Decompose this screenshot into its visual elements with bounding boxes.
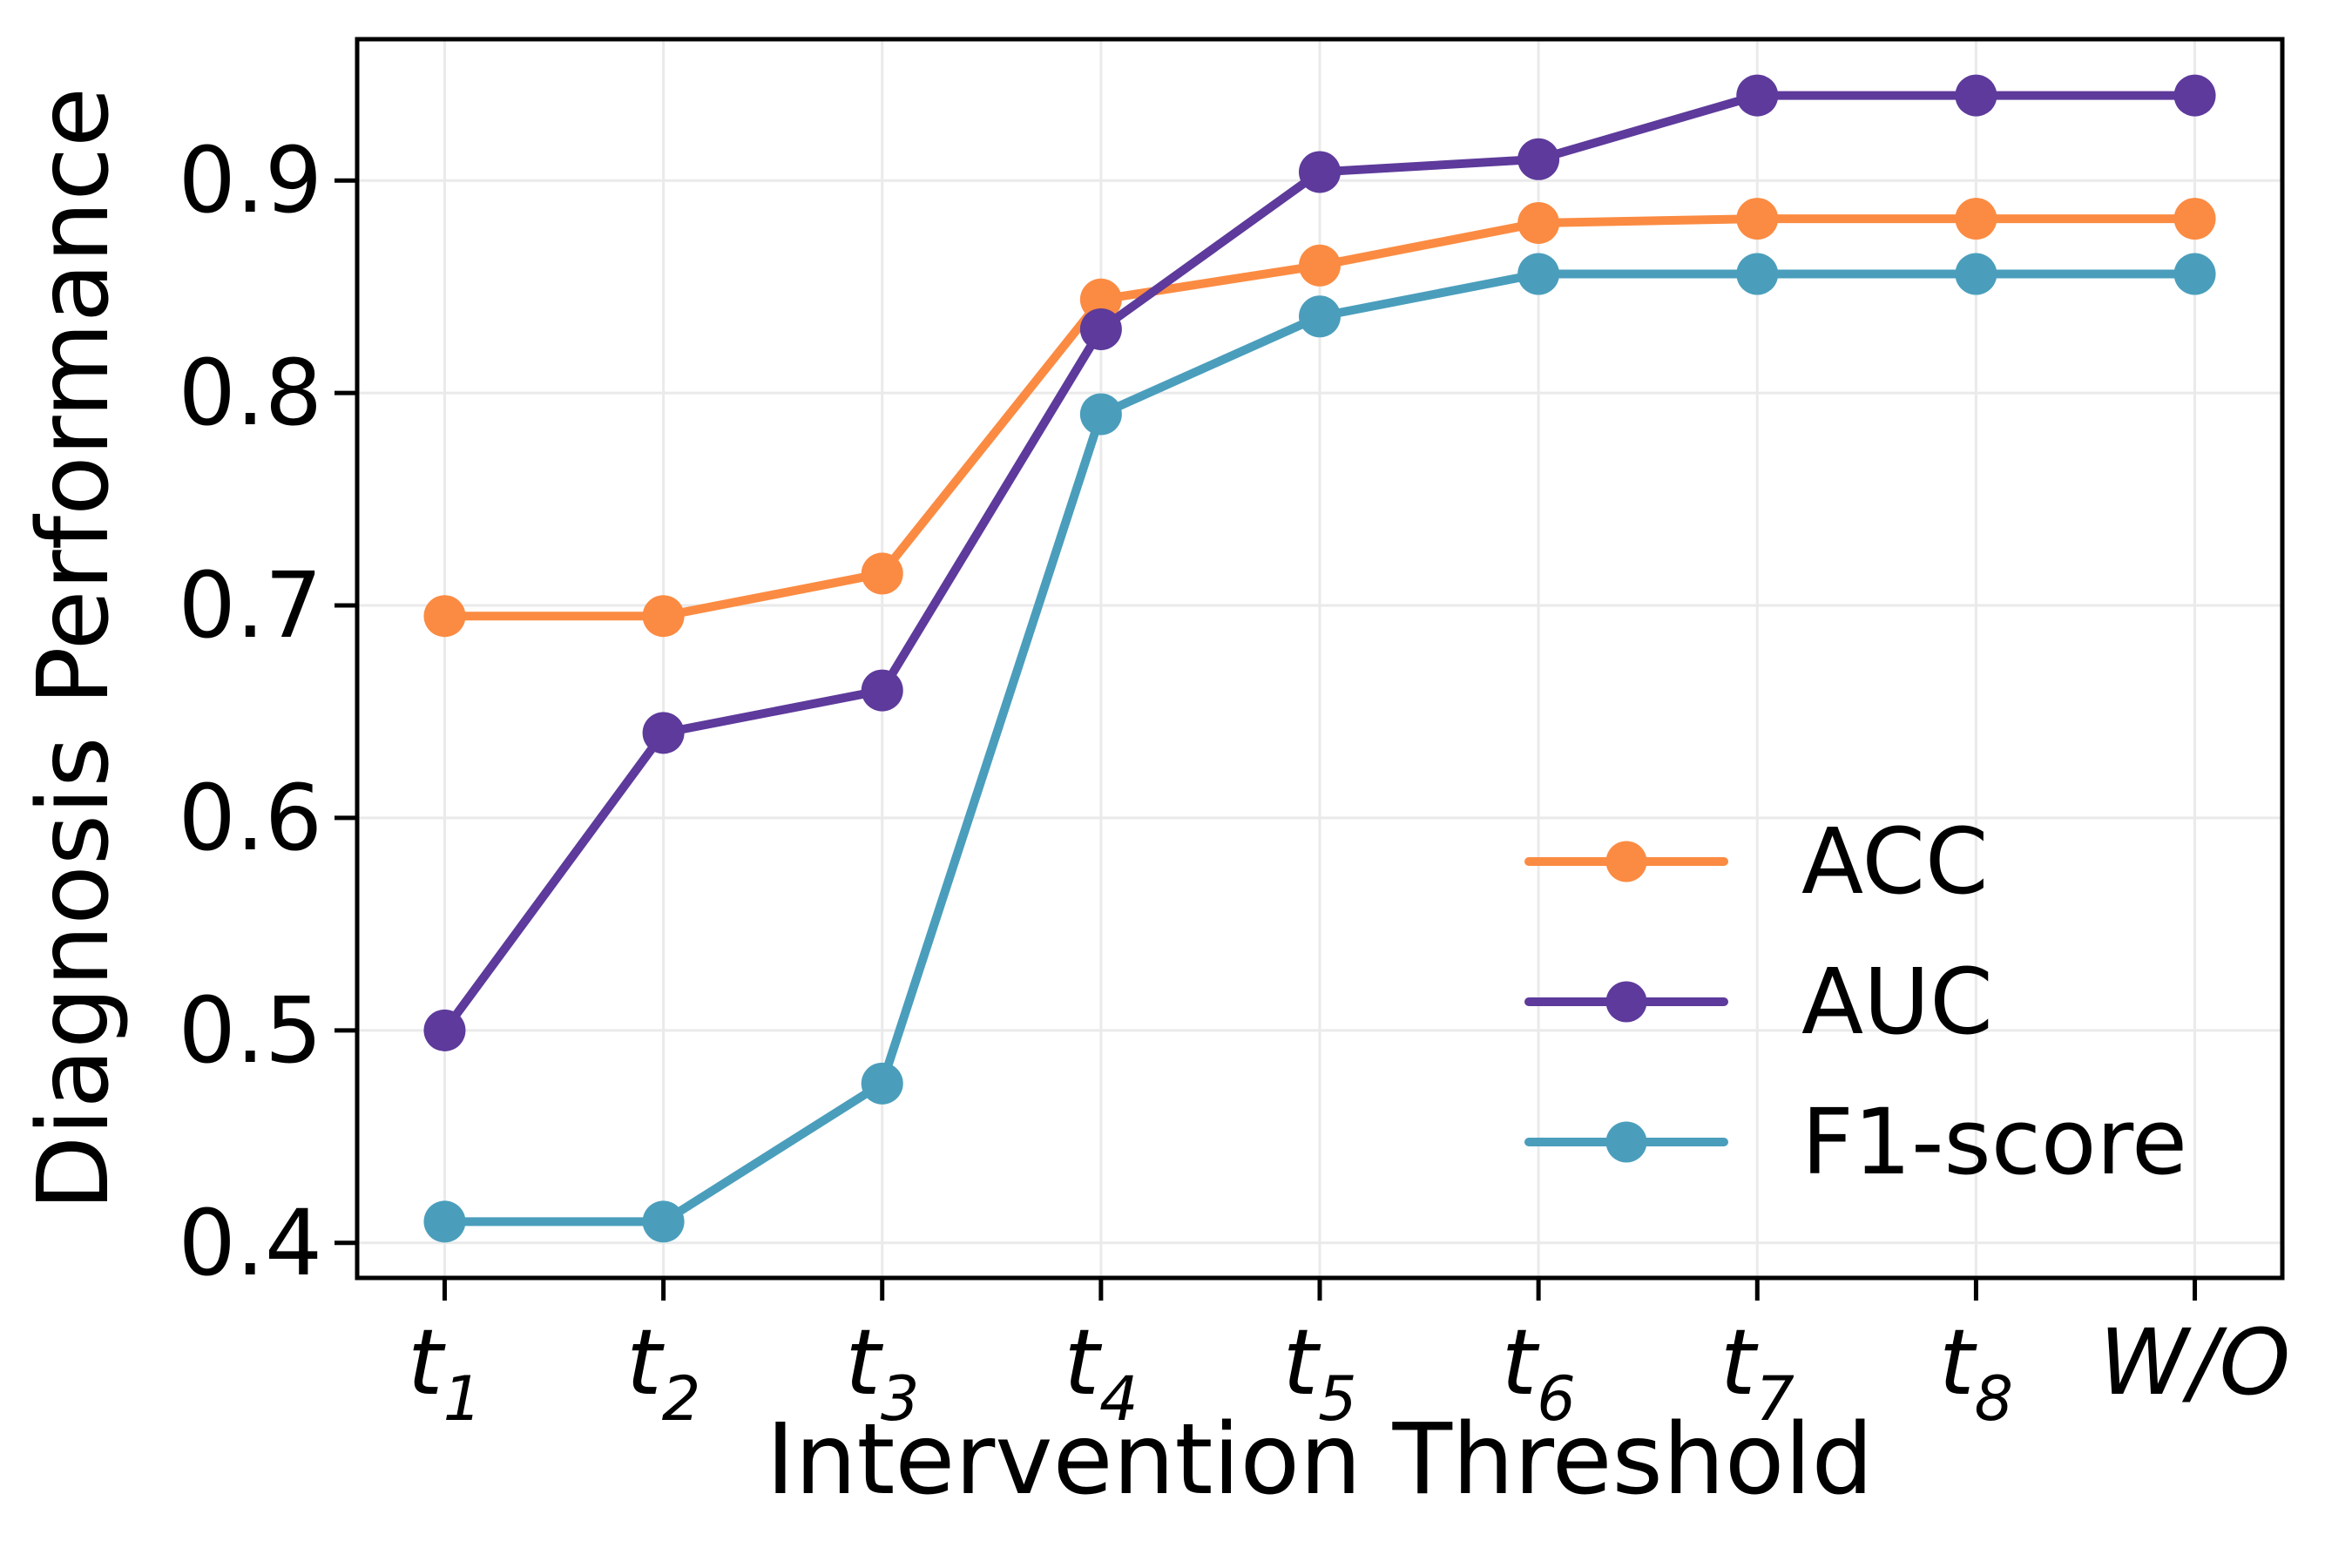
legend-entry-acc: ACC [1524,791,2187,931]
data-point-AUC-7 [1955,74,1997,117]
legend-entry-auc: AUC [1524,931,2187,1071]
data-point-F1-score-1 [642,1200,685,1243]
data-point-AUC-4 [1299,151,1341,193]
x-axis-label: Intervention Threshold [766,1403,1874,1517]
y-tick-label-0.8: 0.8 [179,340,322,446]
legend: ACC AUC F1-score [1524,791,2187,1212]
data-point-ACC-0 [423,595,466,638]
legend-line-sample-f1-score [1524,1121,1728,1162]
data-point-ACC-6 [1736,198,1779,240]
data-point-F1-score-3 [1079,393,1122,436]
data-point-AUC-8 [2173,74,2216,117]
data-point-F1-score-7 [1955,253,1997,295]
legend-label-acc: ACC [1801,808,1989,915]
data-point-AUC-5 [1517,138,1560,180]
data-point-AUC-6 [1736,74,1779,117]
y-tick-label-0.4: 0.4 [179,1190,322,1296]
legend-line-sample-auc [1524,981,1728,1022]
data-point-F1-score-6 [1736,253,1779,295]
x-tick-label-8: W/O [2099,1309,2291,1416]
data-point-AUC-1 [642,712,685,754]
legend-marker-acc [1605,841,1647,882]
data-point-ACC-8 [2173,198,2216,240]
data-point-ACC-1 [642,595,685,638]
data-point-F1-score-4 [1299,295,1341,338]
x-tick-label-1: t2 [626,1309,700,1435]
data-point-ACC-3 [1079,278,1122,321]
data-point-F1-score-0 [423,1200,466,1243]
y-tick-label-0.5: 0.5 [179,977,322,1084]
legend-label-f1-score: F1-score [1801,1088,2187,1195]
y-tick-label-0.6: 0.6 [179,765,322,871]
data-point-AUC-2 [861,669,903,712]
data-point-ACC-2 [861,552,903,595]
legend-entry-f1-score: F1-score [1524,1071,2187,1212]
data-point-ACC-4 [1299,244,1341,287]
legend-label-auc: AUC [1801,948,1993,1055]
data-point-AUC-0 [423,1009,466,1051]
x-tick-label-7: t8 [1939,1309,2013,1435]
legend-line-sample-acc [1524,841,1728,882]
y-tick-label-0.9: 0.9 [179,127,322,233]
y-axis-label: Diagnosis Performance [17,87,131,1211]
data-point-ACC-5 [1517,201,1560,244]
data-point-F1-score-5 [1517,253,1560,295]
data-point-AUC-3 [1079,308,1122,350]
x-tick-label-0: t1 [408,1309,482,1435]
y-tick-label-0.7: 0.7 [179,552,322,659]
legend-marker-auc [1605,981,1647,1022]
data-point-F1-score-2 [861,1062,903,1105]
data-point-ACC-7 [1955,198,1997,240]
data-point-F1-score-8 [2173,253,2216,295]
legend-marker-f1-score [1605,1121,1647,1162]
